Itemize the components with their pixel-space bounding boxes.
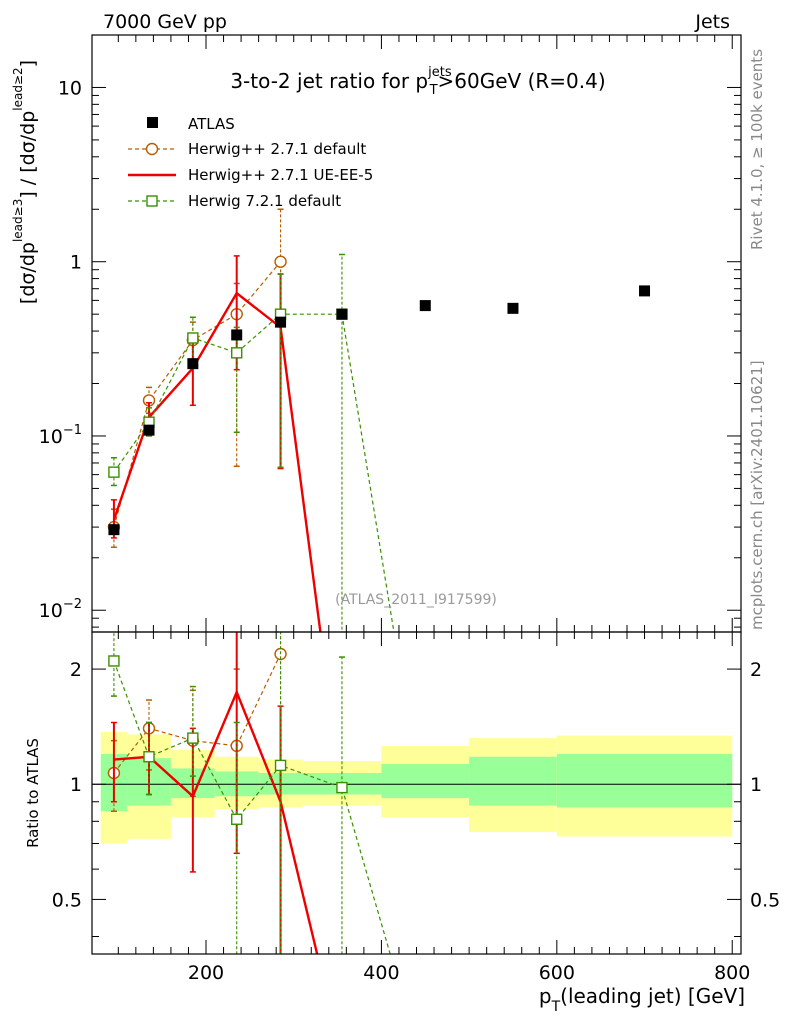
- y-axis-label: [dσ/dplead≥3] / [dσ/dplead≥2]: [11, 60, 39, 304]
- series-0-line: [113, 261, 282, 528]
- atlas-data-point: [336, 308, 348, 320]
- atlas-data-point: [108, 524, 120, 536]
- ratio-y-tick-label-right: 2: [750, 659, 762, 681]
- legend-label-herwigpp-default: Herwig++ 2.7.1 default: [188, 140, 366, 158]
- series-1-line: [112, 291, 322, 632]
- header-right: Jets: [694, 11, 730, 33]
- series-2-ratio-marker: [187, 732, 199, 744]
- y-tick-label: 10−1: [39, 423, 82, 448]
- atlas-data-point: [275, 316, 287, 328]
- uncertainty-band-green: [381, 763, 470, 799]
- series-2-marker: [187, 332, 199, 344]
- legend: ATLAS Herwig++ 2.7.1 default Herwig++ 2.…: [128, 115, 373, 210]
- series-2-ratio-marker: [108, 655, 120, 667]
- ratio-y-tick-label: 0.5: [52, 889, 82, 911]
- series-2-ratio-marker: [274, 759, 287, 772]
- uncertainty-band-green: [469, 756, 557, 806]
- header-left: 7000 GeV pp: [103, 11, 227, 33]
- series-2-marker: [108, 466, 120, 478]
- series-0-marker: [274, 255, 287, 268]
- legend-label-herwig7: Herwig 7.2.1 default: [188, 192, 341, 210]
- atlas-data-point: [187, 358, 199, 370]
- uncertainty-band-green: [556, 753, 733, 808]
- legend-marker-herwigpp-default: [145, 142, 159, 156]
- x-tick-label: 600: [539, 962, 575, 984]
- legend-label-data: ATLAS: [188, 115, 235, 133]
- atlas-data-point: [639, 285, 651, 297]
- y-tick-label: 10−2: [39, 597, 82, 622]
- x-tick-label: 800: [714, 962, 750, 984]
- atlas-data-point: [231, 329, 243, 341]
- chart-title: 3-to-2 jet ratio for pjets T>60GeV (R=0.4…: [230, 65, 605, 98]
- y-tick-label: 10: [58, 77, 82, 99]
- series-2-line: [113, 313, 395, 632]
- atlas-data-point: [507, 302, 519, 314]
- x-tick-label: 400: [363, 962, 399, 984]
- series-0-ratio-line: [113, 653, 282, 774]
- x-tick-label: 200: [188, 962, 224, 984]
- atlas-data-point: [419, 300, 431, 312]
- rivet-version-label: Rivet 4.1.0, ≥ 100k events: [748, 49, 766, 250]
- legend-label-herwigpp-ueee5: Herwig++ 2.7.1 UE-EE-5: [188, 166, 373, 184]
- series-2-ratio-marker: [336, 781, 348, 794]
- analysis-watermark: (ATLAS_2011_I917599): [335, 592, 497, 608]
- y-tick-label: 1: [70, 252, 82, 274]
- legend-marker-data: [147, 117, 158, 128]
- ratio-panel: 200 400 600 800 0.5 0.5 1 1 2 2: [52, 631, 780, 984]
- x-axis-label: pT(leading jet) [GeV]: [539, 984, 745, 1015]
- ratio-y-tick-label: 1: [70, 774, 82, 796]
- ratio-y-tick-label: 2: [70, 659, 82, 681]
- main-panel: 10−2 10−1 1 10: [39, 34, 742, 633]
- legend-marker-herwig7: [146, 195, 158, 207]
- series-2-ratio-marker: [143, 751, 155, 763]
- series-2-ratio-marker: [231, 813, 243, 825]
- series-2-marker: [231, 347, 243, 359]
- ratio-y-tick-label-right: 1: [750, 774, 762, 796]
- ratio-y-axis-label: Ratio to ATLAS: [24, 738, 42, 848]
- mcplots-source-label: mcplots.cern.ch [arXiv:2401.10621]: [748, 360, 766, 630]
- ratio-y-tick-label-right: 0.5: [750, 889, 780, 911]
- atlas-data-point: [143, 424, 155, 436]
- series-1-ratio-line: [113, 689, 319, 954]
